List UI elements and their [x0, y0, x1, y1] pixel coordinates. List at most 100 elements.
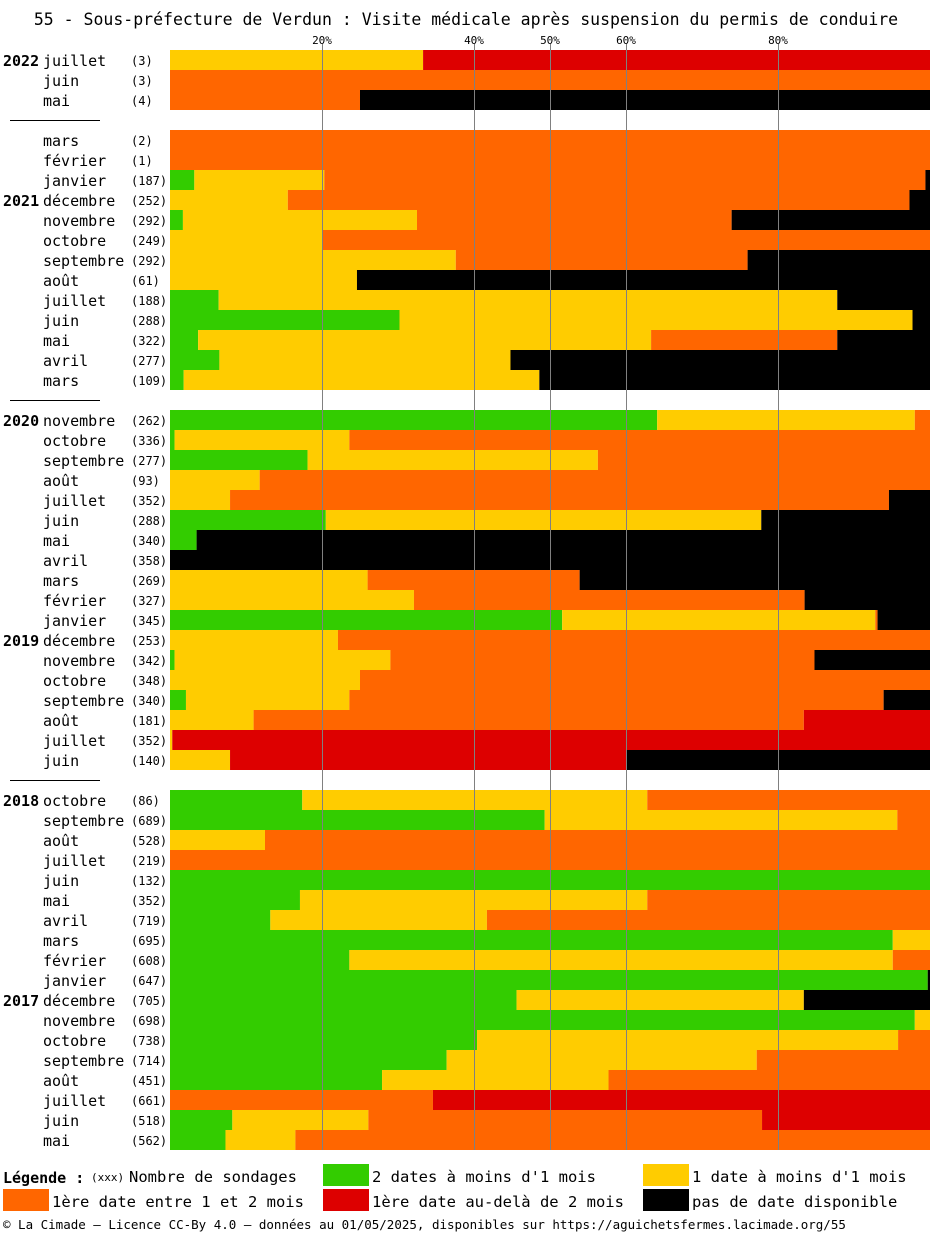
- bar-segment-green: [170, 330, 199, 350]
- bar-segment-orange: [651, 330, 838, 350]
- month-label: février: [43, 152, 106, 170]
- bar-segment-orange: [390, 650, 815, 670]
- row-labels: 2022 juillet (3)juin (3)mai (4)mars (2)févrie…: [3, 52, 167, 1150]
- month-label: mai: [43, 92, 70, 110]
- bar-segment-green: [170, 350, 220, 370]
- month-label: mars: [43, 572, 79, 590]
- survey-count: (2): [131, 134, 153, 148]
- bar-segment-yellow: [516, 990, 804, 1010]
- survey-count: (219): [131, 854, 167, 868]
- bar-segment-yellow: [198, 330, 652, 350]
- legend-swatch-black: [643, 1189, 689, 1211]
- survey-count: (288): [131, 314, 167, 328]
- bar-segment-green: [170, 690, 186, 710]
- year-label: 2022: [3, 52, 39, 70]
- survey-count: (518): [131, 1114, 167, 1128]
- month-label: novembre: [43, 212, 115, 230]
- bar-segment-red: [762, 1110, 930, 1130]
- bar-segment-green: [170, 370, 184, 390]
- survey-count: (451): [131, 1074, 167, 1088]
- bar-segment-yellow: [544, 810, 898, 830]
- survey-count: (288): [131, 514, 167, 528]
- bar-segment-green: [170, 210, 183, 230]
- survey-count: (342): [131, 654, 167, 668]
- bar-segment-black: [883, 690, 930, 710]
- survey-count: (608): [131, 954, 167, 968]
- legend: Légende : (xxx) Nombre de sondages 2 dat…: [3, 1164, 907, 1211]
- bar-segment-orange: [230, 490, 889, 510]
- bar-segment-yellow: [218, 290, 838, 310]
- bar-segment-yellow: [170, 270, 357, 290]
- bar-segment-black: [814, 650, 930, 670]
- bar-segment-black: [731, 210, 930, 230]
- bar-segment-black: [539, 370, 930, 390]
- bar-segment-yellow: [182, 210, 417, 230]
- bar-segment-black: [579, 570, 930, 590]
- month-label: mai: [43, 1132, 70, 1150]
- bar-segment-green: [170, 1030, 478, 1050]
- bar-segment-orange: [417, 210, 732, 230]
- bar-segment-yellow: [170, 230, 322, 250]
- month-label: avril: [43, 352, 88, 370]
- bar-segment-yellow: [299, 890, 648, 910]
- bar-segment-black: [196, 530, 930, 550]
- survey-count: (345): [131, 614, 167, 628]
- bar-segment-red: [172, 730, 930, 750]
- survey-count: (140): [131, 754, 167, 768]
- month-label: août: [43, 472, 79, 490]
- month-label: juin: [43, 1112, 79, 1130]
- survey-count: (689): [131, 814, 167, 828]
- legend-items: 2 dates à moins d'1 mois 1 date à moins d…: [3, 1164, 907, 1211]
- survey-count: (3): [131, 54, 153, 68]
- bar-segment-orange: [367, 570, 580, 590]
- month-label: mai: [43, 532, 70, 550]
- legend-count-token: (xxx): [91, 1171, 124, 1184]
- month-label: juillet: [43, 1092, 106, 1110]
- month-label: janvier: [43, 972, 106, 990]
- month-label: janvier: [43, 172, 106, 190]
- bar-segment-orange: [597, 450, 930, 470]
- month-label: octobre: [43, 232, 106, 250]
- month-label: août: [43, 712, 79, 730]
- bar-segment-black: [909, 190, 930, 210]
- bar-segment-yellow: [170, 50, 424, 70]
- survey-count: (187): [131, 174, 167, 188]
- survey-count: (292): [131, 214, 167, 228]
- bar-segment-yellow: [170, 490, 231, 510]
- bar-segment-black: [837, 290, 930, 310]
- bar-segment-red: [803, 710, 930, 730]
- bar-segment-orange: [295, 1130, 930, 1150]
- bar-segment-yellow: [325, 510, 762, 530]
- month-label: août: [43, 272, 79, 290]
- bar-segment-yellow: [219, 350, 511, 370]
- x-tick-label: 40%: [464, 34, 484, 47]
- survey-count: (269): [131, 574, 167, 588]
- x-tick-label: 20%: [312, 34, 332, 47]
- bar-segment-green: [170, 1070, 383, 1090]
- bar-segment-black: [510, 350, 930, 370]
- bar-segment-yellow: [270, 910, 487, 930]
- bar-segment-yellow: [892, 930, 930, 950]
- month-label: septembre: [43, 452, 124, 470]
- survey-count: (109): [131, 374, 167, 388]
- bar-segment-black: [803, 990, 930, 1010]
- month-label: septembre: [43, 812, 124, 830]
- month-label: décembre: [43, 632, 115, 650]
- bar-segment-yellow: [170, 630, 338, 650]
- bar-segment-green: [170, 510, 326, 530]
- bar-segment-yellow: [562, 610, 876, 630]
- bar-segment-green: [170, 930, 893, 950]
- bar-segment-orange: [265, 830, 930, 850]
- bar-segment-green: [170, 910, 271, 930]
- bar-segment-orange: [455, 250, 748, 270]
- bar-segment-orange: [349, 430, 930, 450]
- bar-segment-green: [170, 430, 175, 450]
- month-label: mars: [43, 372, 79, 390]
- bar-segment-black: [927, 970, 930, 990]
- survey-count: (698): [131, 1014, 167, 1028]
- bar-segment-green: [170, 990, 517, 1010]
- bar-segment-green: [170, 610, 563, 630]
- survey-count: (348): [131, 674, 167, 688]
- survey-count: (714): [131, 1054, 167, 1068]
- legend-label-green: 2 dates à moins d'1 mois: [372, 1168, 596, 1186]
